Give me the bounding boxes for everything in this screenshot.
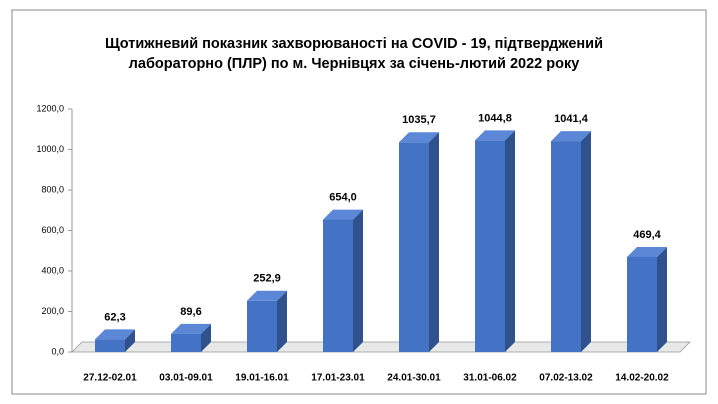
x-tick-label: 14.02-20.02 xyxy=(615,373,669,384)
value-label: 469,4 xyxy=(633,229,661,241)
bar-top xyxy=(399,132,439,143)
bar-side xyxy=(125,329,135,352)
y-tick-label: 400,0 xyxy=(41,265,64,275)
value-label: 1044,8 xyxy=(478,112,512,124)
value-label: 62,3 xyxy=(104,311,125,323)
bar-side xyxy=(581,131,591,352)
y-tick-label: 200,0 xyxy=(41,306,64,316)
bar-side xyxy=(277,290,287,352)
x-tick-label: 31.01-06.02 xyxy=(463,373,517,384)
bar-side xyxy=(353,209,363,352)
value-label: 252,9 xyxy=(253,273,281,285)
chart-title: Щотижневий показник захворюваності на CO… xyxy=(105,36,603,52)
x-tick-label: 03.01-09.01 xyxy=(159,373,213,384)
floor xyxy=(71,341,691,353)
bar xyxy=(95,339,125,352)
bar-side xyxy=(657,246,667,352)
bar xyxy=(475,140,505,352)
bar-top xyxy=(323,209,363,220)
bar-top xyxy=(171,323,211,334)
bar-side xyxy=(429,132,439,352)
x-tick-label: 19.01-16.01 xyxy=(235,373,289,384)
value-label: 654,0 xyxy=(329,191,357,203)
value-label: 1041,4 xyxy=(554,113,589,125)
value-label: 89,6 xyxy=(180,306,201,318)
bar xyxy=(171,333,201,352)
bar-top xyxy=(95,329,135,340)
bar-top xyxy=(247,290,287,301)
chart-title: лабораторно (ПЛР) по м. Чернівцях за січ… xyxy=(129,56,580,72)
bar xyxy=(399,142,429,352)
y-tick-label: 600,0 xyxy=(41,225,64,235)
y-tick-label: 0,0 xyxy=(51,346,64,356)
bar-side xyxy=(201,323,211,352)
y-tick-label: 1200,0 xyxy=(36,103,64,113)
bar xyxy=(627,256,657,352)
x-tick-label: 17.01-23.01 xyxy=(311,373,365,384)
bar-side xyxy=(505,130,515,352)
bar xyxy=(551,141,581,352)
x-tick-label: 27.12-02.01 xyxy=(83,373,137,384)
bar xyxy=(323,219,353,352)
value-label: 1035,7 xyxy=(402,114,436,126)
bar-top xyxy=(627,246,667,257)
x-tick-label: 24.01-30.01 xyxy=(387,373,441,384)
y-tick-label: 1000,0 xyxy=(36,144,64,154)
x-tick-label: 07.02-13.02 xyxy=(539,373,593,384)
bar-top xyxy=(551,131,591,142)
y-tick-label: 800,0 xyxy=(41,184,64,194)
bar-top xyxy=(475,130,515,141)
bar xyxy=(247,300,277,352)
